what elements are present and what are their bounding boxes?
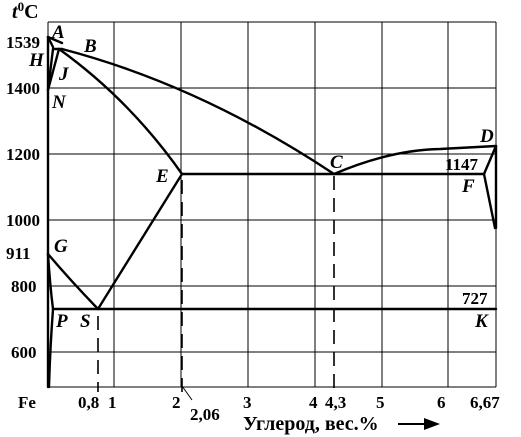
temp-727-label: 727 <box>462 289 488 308</box>
x-tick-6: 6 <box>437 393 446 412</box>
point-s-label: S <box>80 311 91 332</box>
point-p-label: P <box>55 311 68 332</box>
line-JN <box>46 47 61 92</box>
x-axis-title: Углерод, вес.% <box>243 413 379 435</box>
line-GS <box>46 252 100 311</box>
y-tick-1539: 1539 <box>6 33 40 52</box>
point-j-label: J <box>58 64 69 85</box>
y-tick-600: 600 <box>11 343 37 362</box>
y-tick-911: 911 <box>6 244 31 263</box>
y-tick-1200: 1200 <box>6 145 40 164</box>
x-tick-2: 2 <box>172 393 181 412</box>
point-n-label: N <box>51 92 67 113</box>
y-axis-title-unit: C <box>24 1 38 23</box>
grid <box>47 21 497 388</box>
temp-1147-label: 1147 <box>445 155 479 174</box>
x-tick-0-8: 0,8 <box>78 393 99 412</box>
point-k-label: K <box>474 311 489 332</box>
point-a-label: A <box>51 22 65 43</box>
x-tick-2-06: 2,06 <box>190 405 220 424</box>
line-AB <box>46 35 64 45</box>
x-tick-1: 1 <box>108 393 117 412</box>
point-f-label: F <box>461 176 475 197</box>
point-h-label: H <box>28 50 45 71</box>
y-axis-title-sup: 0 <box>18 0 25 14</box>
liquidus-CD <box>332 144 498 176</box>
composition-markers <box>97 176 335 401</box>
point-b-label: B <box>83 36 97 57</box>
x-tick-labels: Fe 0,8 1 2 2,06 3 4 4,3 5 6 6,67 <box>18 393 500 424</box>
line-F-down <box>482 172 497 230</box>
point-d-label: D <box>479 126 494 147</box>
y-tick-800: 800 <box>11 277 37 296</box>
x-tick-3: 3 <box>243 393 252 412</box>
y-axis-title: t0C <box>12 0 39 23</box>
x-tick-6-67: 6,67 <box>470 393 500 412</box>
y-tick-1000: 1000 <box>6 211 40 230</box>
line-DF <box>482 144 498 176</box>
line-GP <box>46 252 55 311</box>
x-tick-5: 5 <box>376 393 385 412</box>
point-labels: A B H J N E C D F G P S K <box>28 22 494 332</box>
y-axis-title-main: t <box>12 1 19 23</box>
line-ES <box>96 172 184 311</box>
x-axis-arrow-icon <box>398 418 440 430</box>
point-g-label: G <box>54 236 68 257</box>
marker-2-06-leader <box>181 385 193 401</box>
y-tick-1400: 1400 <box>6 79 40 98</box>
x-origin-fe: Fe <box>18 393 36 412</box>
x-tick-4: 4 <box>309 393 318 412</box>
y-tick-labels: 1539 1400 1200 1000 911 800 600 <box>6 33 40 362</box>
liquidus-BC <box>60 47 336 176</box>
solidus-JE <box>57 47 184 176</box>
phase-lines <box>46 35 498 389</box>
point-e-label: E <box>155 166 169 187</box>
x-tick-4-3: 4,3 <box>325 393 346 412</box>
line-PQ <box>47 307 55 389</box>
point-c-label: C <box>330 152 343 173</box>
